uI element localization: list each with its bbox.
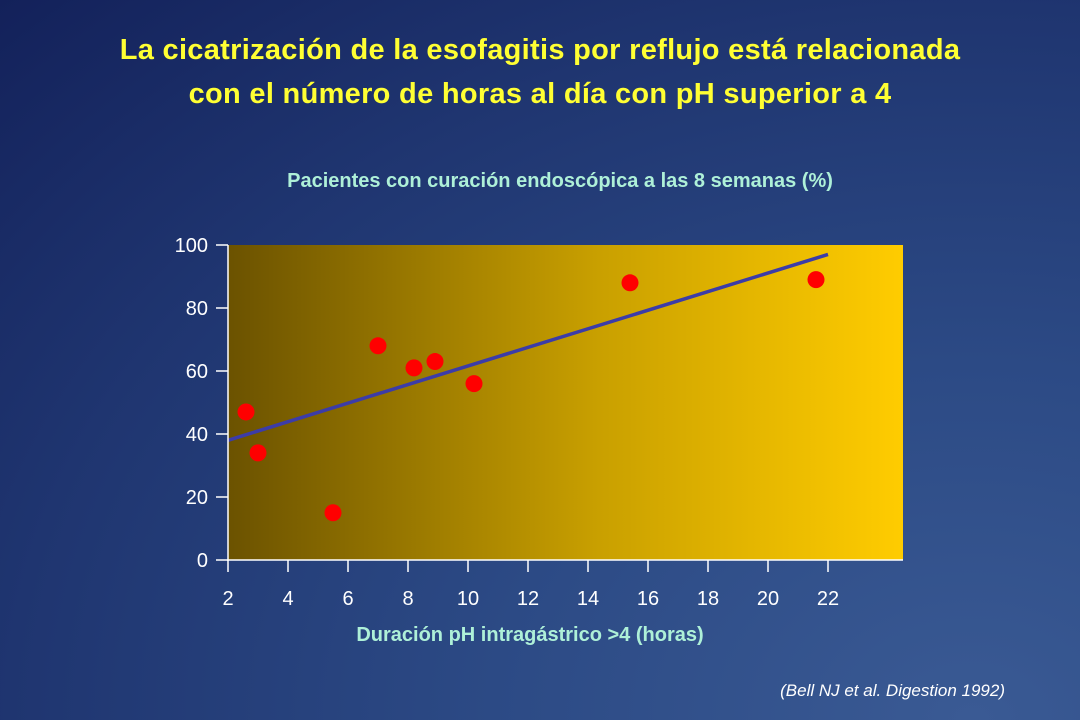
trendline [227, 252, 829, 442]
slide-title: La cicatrización de la esofagitis por re… [0, 28, 1080, 116]
x-tick-label: 12 [517, 588, 539, 610]
x-tick-label: 14 [577, 588, 599, 610]
data-point [807, 271, 825, 289]
y-tick-label: 80 [186, 298, 208, 320]
x-tick-label: 22 [817, 588, 839, 610]
y-tick-label: 20 [186, 487, 208, 509]
source-citation: (Bell NJ et al. Digestion 1992) [780, 681, 1005, 700]
plot-area [228, 245, 903, 560]
data-point [621, 274, 639, 292]
data-point [465, 375, 483, 393]
data-point [426, 353, 444, 371]
y-tick-label: 40 [186, 424, 208, 446]
slide-title-line-2: con el número de horas al día con pH sup… [188, 78, 892, 110]
data-point [237, 403, 255, 421]
chart-title: Pacientes con curación endoscópica a las… [287, 170, 833, 192]
x-tick-label: 2 [222, 588, 233, 610]
slide-title-line-1: La cicatrización de la esofagitis por re… [119, 34, 961, 66]
x-tick-label: 6 [342, 588, 353, 610]
x-tick-label: 4 [282, 588, 293, 610]
x-tick-label: 18 [697, 588, 719, 610]
x-tick-label: 20 [757, 588, 779, 610]
data-point [249, 444, 267, 462]
x-tick-label: 10 [457, 588, 479, 610]
data-point [369, 337, 387, 355]
data-point [324, 504, 342, 522]
x-tick-label: 8 [402, 588, 413, 610]
data-point [405, 359, 423, 377]
x-tick-label: 16 [637, 588, 659, 610]
y-tick-label: 100 [175, 235, 208, 257]
x-axis-label: Duración pH intragástrico >4 (horas) [356, 624, 704, 646]
y-tick-label: 0 [197, 550, 208, 572]
y-tick-label: 60 [186, 361, 208, 383]
